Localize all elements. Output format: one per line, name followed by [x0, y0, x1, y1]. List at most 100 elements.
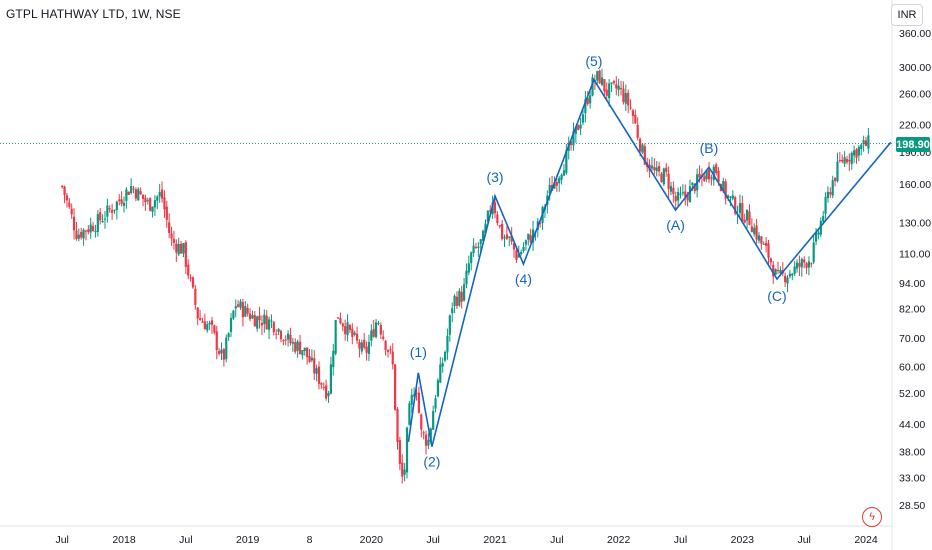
candle-body [163, 197, 166, 210]
candle-body [679, 193, 682, 195]
candle [482, 229, 485, 242]
candle [501, 219, 504, 241]
wave-label: (3) [486, 169, 503, 185]
candle [413, 387, 416, 398]
candle [134, 187, 137, 202]
candle [341, 322, 344, 332]
candle [115, 200, 118, 220]
candle [339, 312, 342, 325]
candle [774, 268, 777, 275]
candle [248, 308, 252, 322]
lightning-icon[interactable]: ϟ [862, 507, 882, 527]
candle-body [451, 308, 454, 314]
candle [355, 326, 359, 344]
candle-body [322, 387, 325, 389]
candle [351, 323, 354, 345]
candle-body [341, 323, 344, 327]
candle-body [294, 342, 297, 352]
candle [612, 79, 616, 86]
candle [631, 108, 635, 124]
candle [420, 413, 423, 438]
candle [384, 339, 387, 356]
candle [118, 194, 121, 206]
candle-body [146, 200, 149, 202]
candle-body [829, 192, 832, 195]
candle-body [410, 394, 413, 405]
candle-body [845, 159, 849, 163]
candle [786, 275, 789, 293]
candle-body [351, 328, 354, 337]
candle [529, 228, 532, 244]
candle [745, 209, 749, 229]
candle-body [817, 232, 820, 235]
candle [308, 348, 311, 363]
candle-body [555, 182, 558, 186]
candle-body [277, 328, 280, 332]
candle-body [282, 340, 285, 342]
candle-body [610, 82, 613, 84]
candle [857, 145, 860, 162]
candle-body [348, 325, 352, 330]
candle [677, 187, 680, 208]
candle [175, 239, 178, 262]
candle-body [627, 92, 630, 106]
candle-body [579, 124, 582, 129]
candle [322, 382, 325, 391]
candle-body [408, 403, 411, 425]
candle-body [479, 239, 482, 245]
candle [315, 364, 318, 382]
candle-body [605, 89, 608, 96]
candle-body [61, 185, 64, 187]
candle-body [246, 307, 249, 314]
candle-body [70, 208, 73, 215]
candle-body [248, 313, 252, 320]
candle-body [232, 310, 235, 319]
candle [784, 272, 787, 287]
candle [845, 156, 849, 165]
candle-body [577, 125, 580, 131]
candle-body [256, 316, 259, 329]
y-tick-label: 110.00 [899, 249, 930, 261]
candle-body [187, 264, 190, 276]
candle [206, 320, 209, 333]
candle-body [424, 434, 428, 446]
candle-body [831, 180, 834, 196]
candle-body [855, 149, 858, 158]
candle-body [548, 184, 551, 194]
candle-body [225, 337, 228, 360]
candle-body [769, 258, 772, 263]
candle [113, 209, 116, 214]
candle [788, 269, 791, 279]
candle [346, 314, 349, 342]
candle-body [776, 270, 780, 272]
candle-body [474, 247, 478, 249]
candle [855, 148, 858, 164]
candle [239, 299, 242, 310]
candle [89, 217, 92, 239]
candle-body [120, 199, 123, 204]
candle [61, 184, 64, 189]
x-tick-label: 8 [307, 534, 313, 546]
candle-body [826, 191, 830, 198]
wave-label: (2) [423, 454, 440, 470]
candle [657, 161, 661, 177]
candle [665, 163, 668, 177]
candle [748, 204, 751, 226]
candle [833, 177, 837, 187]
candle [853, 145, 856, 164]
candle-body [272, 322, 275, 333]
candle-body [336, 317, 340, 319]
candle [298, 334, 302, 355]
candle-body [531, 229, 535, 243]
candle [841, 154, 844, 164]
candle [441, 357, 444, 373]
candle-body [441, 362, 444, 367]
candle [793, 260, 796, 277]
symbol-title[interactable]: GTPL HATHWAY LTD, 1W, NSE [6, 7, 181, 21]
candle-body [306, 347, 309, 358]
candle [505, 226, 508, 240]
currency-button[interactable]: INR [891, 4, 923, 26]
candle [370, 324, 373, 347]
candle-body [179, 243, 183, 254]
